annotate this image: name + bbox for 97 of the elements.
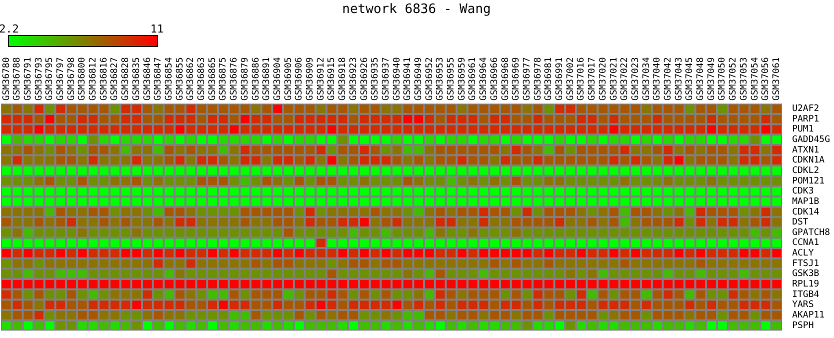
- y-tick-label: CCNA1: [792, 238, 820, 248]
- x-tick-label: GSM36816: [99, 57, 110, 101]
- x-tick-label: GSM36909: [306, 57, 316, 101]
- x-tick-label: GSM36855: [175, 57, 186, 101]
- x-tick-label: GSM36854: [164, 57, 174, 101]
- chart-title: network 6836 - Wang: [342, 2, 491, 18]
- x-tick-label: GSM37056: [761, 57, 772, 101]
- x-tick-label: GSM36923: [348, 57, 359, 101]
- x-tick-label: GSM36847: [154, 57, 164, 101]
- x-tick-label: GSM36955: [446, 57, 457, 101]
- x-tick-label: GSM36875: [218, 57, 229, 101]
- x-tick-label: GSM36940: [392, 57, 402, 101]
- x-tick-label: GSM36793: [34, 57, 44, 101]
- x-tick-label: GSM36795: [45, 57, 56, 101]
- x-tick-label: GSM36952: [424, 57, 435, 101]
- x-tick-label: GSM36886: [251, 57, 262, 101]
- x-tick-label: GSM37054: [750, 57, 760, 101]
- x-tick-label: GSM37048: [696, 57, 706, 101]
- x-tick-label: GSM36918: [338, 57, 348, 101]
- x-tick-label: GSM36798: [66, 57, 77, 101]
- y-tick-label: CDK3: [792, 186, 814, 197]
- x-tick-label: GSM36937: [381, 57, 392, 101]
- x-tick-label: GSM36953: [436, 57, 446, 101]
- x-tick-label: GSM36912: [316, 57, 326, 101]
- y-tick-label: CDK14: [792, 207, 820, 218]
- y-tick-label: GSK3B: [792, 269, 820, 280]
- y-tick-label: RPL19: [792, 280, 820, 290]
- x-tick-label: GSM36788: [12, 57, 23, 101]
- x-tick-label: GSM36863: [197, 57, 208, 101]
- y-tick-label: PUM1: [792, 124, 814, 135]
- x-tick-label: GSM37050: [718, 57, 728, 101]
- x-tick-label: GSM36969: [512, 57, 522, 101]
- x-tick-label: GSM37042: [664, 57, 674, 101]
- x-tick-label: GSM36904: [272, 57, 283, 101]
- x-tick-label: GSM37034: [642, 57, 652, 101]
- x-tick-label: GSM36846: [142, 57, 153, 101]
- x-tick-label: GSM36797: [56, 57, 66, 101]
- x-tick-label: GSM36977: [522, 57, 532, 101]
- x-tick-label: GSM37043: [674, 57, 684, 101]
- y-tick-label: POM121: [792, 176, 825, 186]
- x-tick-label: GSM36835: [132, 57, 142, 101]
- x-tick-label: GSM36865: [208, 57, 218, 101]
- x-tick-label: GSM36780: [2, 57, 12, 101]
- x-tick-label: GSM36981: [544, 57, 554, 101]
- x-tick-label: GSM37016: [576, 57, 587, 101]
- y-tick-label: ATXN1: [792, 145, 820, 156]
- x-tick-label: GSM37052: [728, 57, 739, 101]
- x-tick-label: GSM36827: [110, 57, 120, 101]
- x-tick-label: GSM36862: [186, 57, 196, 101]
- x-tick-label: GSM37021: [609, 57, 620, 101]
- x-tick-label: GSM36959: [457, 57, 468, 101]
- color-bar-label: 2.2: [0, 22, 19, 36]
- x-tick-label: GSM36879: [240, 57, 250, 101]
- y-tick-label: CDKN1A: [792, 156, 826, 166]
- y-tick-label: FTSJ1: [792, 258, 820, 269]
- x-tick-label: GSM37020: [598, 57, 608, 101]
- y-tick-label: ITGB4: [792, 290, 820, 300]
- x-tick-label: GSM36935: [370, 57, 381, 101]
- x-tick-label: GSM37049: [706, 57, 717, 101]
- x-tick-label: GSM36991: [555, 57, 566, 101]
- x-tick-label: GSM36926: [360, 57, 370, 101]
- x-tick-label: GSM36800: [78, 57, 88, 101]
- color-bar-label: 11: [150, 22, 164, 36]
- x-tick-label: GSM36961: [468, 57, 478, 101]
- y-tick-label: AKAP11: [792, 310, 825, 320]
- x-tick-label: GSM37045: [685, 57, 696, 101]
- x-tick-label: GSM36906: [294, 57, 305, 101]
- y-tick-label: GPATCH8: [792, 228, 830, 238]
- y-tick-label: PARP1: [792, 114, 820, 124]
- x-tick-label: GSM37023: [630, 57, 641, 101]
- y-tick-label: GADD45G: [792, 135, 830, 146]
- x-tick-label: GSM37053: [739, 57, 750, 101]
- x-tick-label: GSM36828: [121, 57, 132, 101]
- y-tick-label: U2AF2: [792, 104, 820, 114]
- x-tick-label: GSM37040: [652, 57, 663, 101]
- x-tick-label: GSM36891: [262, 57, 272, 101]
- y-tick-label: YARS: [792, 300, 814, 310]
- y-tick-label: CDKL2: [792, 166, 820, 176]
- x-tick-label: GSM36791: [23, 57, 34, 101]
- x-tick-label: GSM36949: [414, 57, 424, 101]
- x-tick-label: GSM36905: [284, 57, 294, 101]
- y-tick-label: ACLY: [792, 248, 814, 259]
- x-tick-label: GSM36876: [230, 57, 240, 101]
- x-tick-label: GSM37017: [588, 57, 598, 101]
- x-tick-label: GSM36915: [327, 57, 338, 101]
- y-tick-label: DST: [792, 218, 809, 228]
- x-tick-label: GSM37002: [566, 57, 576, 101]
- x-tick-label: GSM36941: [403, 57, 414, 101]
- x-tick-label: GSM37022: [620, 57, 630, 101]
- x-tick-label: GSM36978: [533, 57, 544, 101]
- x-tick-label: GSM36968: [500, 57, 511, 101]
- x-tick-label: GSM36812: [88, 57, 99, 101]
- x-tick-label: GSM36964: [479, 57, 490, 101]
- y-tick-label: MAP1B: [792, 196, 820, 207]
- x-tick-label: GSM37061: [772, 57, 782, 101]
- y-tick-label: PSPH: [792, 320, 814, 331]
- x-tick-label: GSM36966: [490, 57, 500, 101]
